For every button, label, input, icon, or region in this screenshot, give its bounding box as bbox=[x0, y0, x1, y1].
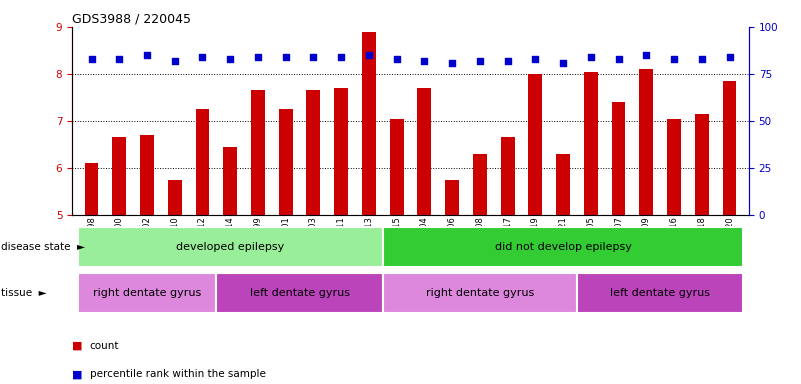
Bar bbox=[78, 273, 216, 313]
Bar bbox=[78, 227, 383, 267]
Bar bbox=[362, 31, 376, 215]
Bar bbox=[612, 102, 626, 215]
Bar bbox=[167, 180, 182, 215]
Point bbox=[335, 54, 348, 60]
Point bbox=[418, 58, 431, 64]
Bar bbox=[334, 88, 348, 215]
Bar bbox=[307, 90, 320, 215]
Point bbox=[667, 56, 680, 62]
Text: left dentate gyrus: left dentate gyrus bbox=[250, 288, 349, 298]
Point bbox=[363, 52, 376, 58]
Text: left dentate gyrus: left dentate gyrus bbox=[610, 288, 710, 298]
Bar bbox=[216, 273, 383, 313]
Bar bbox=[473, 154, 487, 215]
Bar bbox=[85, 163, 99, 215]
Bar bbox=[501, 137, 514, 215]
Text: tissue  ►: tissue ► bbox=[1, 288, 46, 298]
Bar bbox=[390, 119, 404, 215]
Point bbox=[529, 56, 541, 62]
Bar bbox=[723, 81, 736, 215]
Point bbox=[141, 52, 154, 58]
Text: developed epilepsy: developed epilepsy bbox=[176, 242, 284, 252]
Text: right dentate gyrus: right dentate gyrus bbox=[93, 288, 201, 298]
Point bbox=[252, 54, 264, 60]
Text: ■: ■ bbox=[72, 369, 83, 379]
Bar bbox=[140, 135, 154, 215]
Text: percentile rank within the sample: percentile rank within the sample bbox=[90, 369, 266, 379]
Bar bbox=[577, 273, 743, 313]
Bar bbox=[195, 109, 209, 215]
Bar bbox=[667, 119, 681, 215]
Point bbox=[557, 60, 570, 66]
Point bbox=[85, 56, 98, 62]
Point bbox=[585, 54, 598, 60]
Point bbox=[196, 54, 209, 60]
Point bbox=[501, 58, 514, 64]
Point bbox=[445, 60, 458, 66]
Text: disease state  ►: disease state ► bbox=[1, 242, 85, 252]
Text: ■: ■ bbox=[72, 341, 83, 351]
Bar bbox=[223, 147, 237, 215]
Point bbox=[113, 56, 126, 62]
Bar bbox=[279, 109, 292, 215]
Point bbox=[640, 52, 653, 58]
Text: right dentate gyrus: right dentate gyrus bbox=[426, 288, 534, 298]
Bar bbox=[383, 273, 577, 313]
Bar bbox=[556, 154, 570, 215]
Point bbox=[612, 56, 625, 62]
Point bbox=[695, 56, 708, 62]
Bar bbox=[529, 74, 542, 215]
Point bbox=[723, 54, 736, 60]
Point bbox=[390, 56, 403, 62]
Point bbox=[168, 58, 181, 64]
Bar bbox=[417, 88, 431, 215]
Point bbox=[473, 58, 486, 64]
Bar bbox=[639, 69, 654, 215]
Text: did not develop epilepsy: did not develop epilepsy bbox=[495, 242, 631, 252]
Bar bbox=[445, 180, 459, 215]
Text: GDS3988 / 220045: GDS3988 / 220045 bbox=[72, 13, 191, 26]
Point bbox=[223, 56, 236, 62]
Bar bbox=[112, 137, 127, 215]
Bar bbox=[251, 90, 265, 215]
Point bbox=[280, 54, 292, 60]
Bar bbox=[383, 227, 743, 267]
Point bbox=[307, 54, 320, 60]
Text: count: count bbox=[90, 341, 119, 351]
Bar bbox=[584, 71, 598, 215]
Bar bbox=[694, 114, 709, 215]
